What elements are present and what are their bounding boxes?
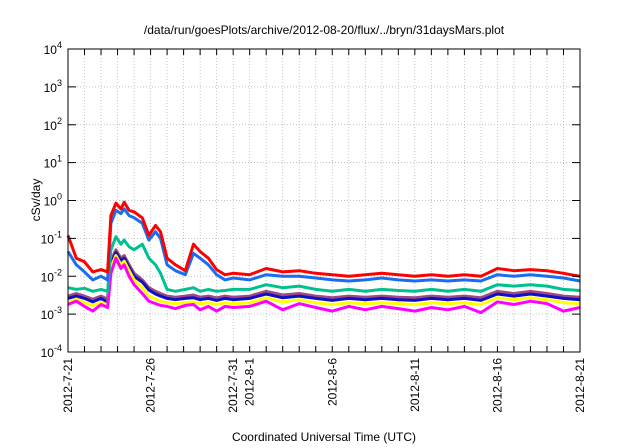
y-tick-label: 10-4 bbox=[41, 343, 62, 360]
ticks: 104 103 102 101 100 10-1 10-2 10-3 10-42012-7-21… bbox=[41, 40, 587, 413]
x-axis-label: Coordinated Universal Time (UTC) bbox=[232, 430, 416, 444]
series-line-teal bbox=[67, 235, 581, 293]
x-tick-label: 2012-7-21 bbox=[61, 358, 75, 413]
y-tick-label: 10-3 bbox=[41, 305, 62, 322]
y-tick-label: 100 bbox=[44, 192, 62, 209]
x-tick-label: 2012-8-11 bbox=[408, 358, 422, 412]
y-tick-label: 103 bbox=[44, 78, 62, 95]
y-axis-label: cSv/day bbox=[29, 179, 43, 222]
y-tick-label: 101 bbox=[44, 154, 62, 171]
x-tick-label: 2012-8-6 bbox=[325, 358, 339, 406]
series-line-red bbox=[66, 200, 581, 278]
series-line-dark-blue bbox=[67, 251, 581, 304]
y-tick-label: 10-2 bbox=[41, 267, 62, 284]
y-tick-label: 102 bbox=[44, 116, 62, 133]
grid bbox=[68, 49, 580, 352]
x-tick-label: 2012-7-26 bbox=[144, 358, 158, 413]
x-tick-label: 2012-8-16 bbox=[490, 358, 504, 413]
x-tick-label: 2012-8-1 bbox=[243, 358, 257, 406]
series-line-blue bbox=[66, 207, 581, 283]
series-group bbox=[66, 200, 581, 315]
series-line-magenta bbox=[67, 256, 581, 315]
y-tick-label: 10-1 bbox=[41, 229, 62, 246]
x-tick-label: 2012-8-21 bbox=[573, 358, 587, 413]
y-tick-label: 104 bbox=[44, 40, 62, 57]
chart-title: /data/run/goesPlots/archive/2012-08-20/f… bbox=[144, 23, 505, 37]
x-tick-label: 2012-7-31 bbox=[226, 358, 240, 413]
